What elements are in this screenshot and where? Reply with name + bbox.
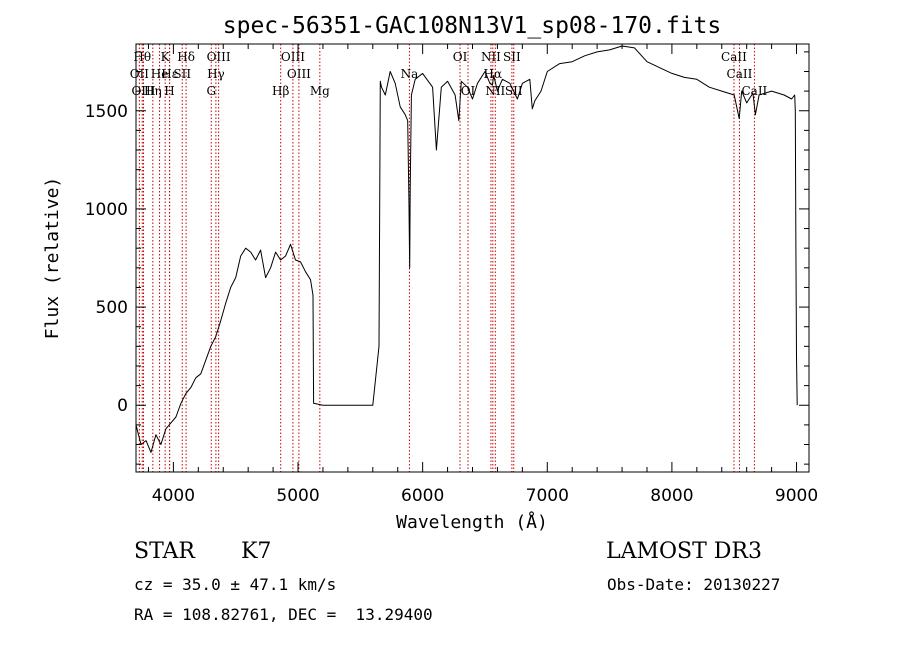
line-marker-label: OIII	[281, 50, 305, 64]
line-marker-label: K	[161, 50, 171, 64]
line-marker-label: G	[206, 84, 216, 98]
object-class: STAR	[134, 539, 195, 564]
line-marker-label: OI	[461, 84, 476, 98]
line-marker-label: CaII	[727, 67, 753, 81]
line-marker-label: OI	[453, 50, 468, 64]
line-marker-label: Hβ	[272, 84, 289, 98]
line-marker-label: NII	[485, 84, 505, 98]
x-tick-label: 6000	[401, 486, 444, 506]
line-marker-label: OIII	[287, 67, 311, 81]
line-marker-label: OIII	[131, 84, 155, 98]
line-marker-label: Hη	[144, 84, 162, 98]
y-tick-label: 500	[96, 298, 128, 318]
line-marker-label: OII	[130, 67, 150, 81]
line-marker-label: Na	[401, 67, 419, 81]
y-tick-label: 0	[117, 396, 128, 416]
line-marker-label: OIII	[207, 50, 231, 64]
line-marker-label: Hγ	[207, 67, 225, 81]
spectral-line-labels: OIIHθOIIIHηHeKHHεSIIHδGHγOIIIHβOIIIOIIIM…	[130, 50, 768, 98]
x-tick-label: 4000	[152, 486, 195, 506]
line-marker-label: H	[164, 84, 174, 98]
obs-date: Obs-Date: 20130227	[607, 575, 781, 594]
line-marker-label: CaII	[721, 50, 747, 64]
coordinates-readout: RA = 108.82761, DEC = 13.29400	[134, 605, 433, 624]
line-marker-label: Hε	[161, 67, 178, 81]
redshift-readout: cz = 35.0 ± 47.1 km/s	[134, 575, 337, 594]
object-subclass: K7	[241, 539, 272, 564]
x-tick-label: 8000	[650, 486, 693, 506]
x-axis-ticks: 4000 5000 6000 7000 8000 9000	[147, 44, 818, 506]
line-marker-label: SII	[173, 67, 191, 81]
chart-title: spec-56351-GAC108N13V1_sp08-170.fits	[223, 13, 722, 39]
line-marker-label: CaII	[741, 84, 767, 98]
catalog-name: LAMOST DR3	[606, 539, 762, 564]
y-tick-label: 1000	[85, 200, 128, 220]
x-tick-label: 9000	[775, 486, 818, 506]
line-marker-label: NII	[481, 50, 501, 64]
x-tick-label: 7000	[526, 486, 569, 506]
line-marker-label: SII	[503, 50, 521, 64]
y-axis-label: Flux (relative)	[42, 177, 63, 340]
line-marker-label: Hθ	[133, 50, 151, 64]
x-axis-label: Wavelength (Å)	[396, 511, 548, 533]
y-tick-label: 1500	[85, 102, 128, 122]
plot-frame	[135, 43, 810, 473]
line-marker-label: Mg	[310, 84, 330, 98]
line-marker-label: Hδ	[177, 50, 195, 64]
line-marker-label: Hα	[484, 67, 503, 81]
line-marker-label: He	[151, 67, 169, 81]
spectral-line-markers	[138, 44, 755, 472]
x-tick-label: 5000	[276, 486, 319, 506]
y-axis-ticks: 0 500 1000 1500	[85, 51, 809, 465]
spectrum-line	[135, 45, 798, 453]
